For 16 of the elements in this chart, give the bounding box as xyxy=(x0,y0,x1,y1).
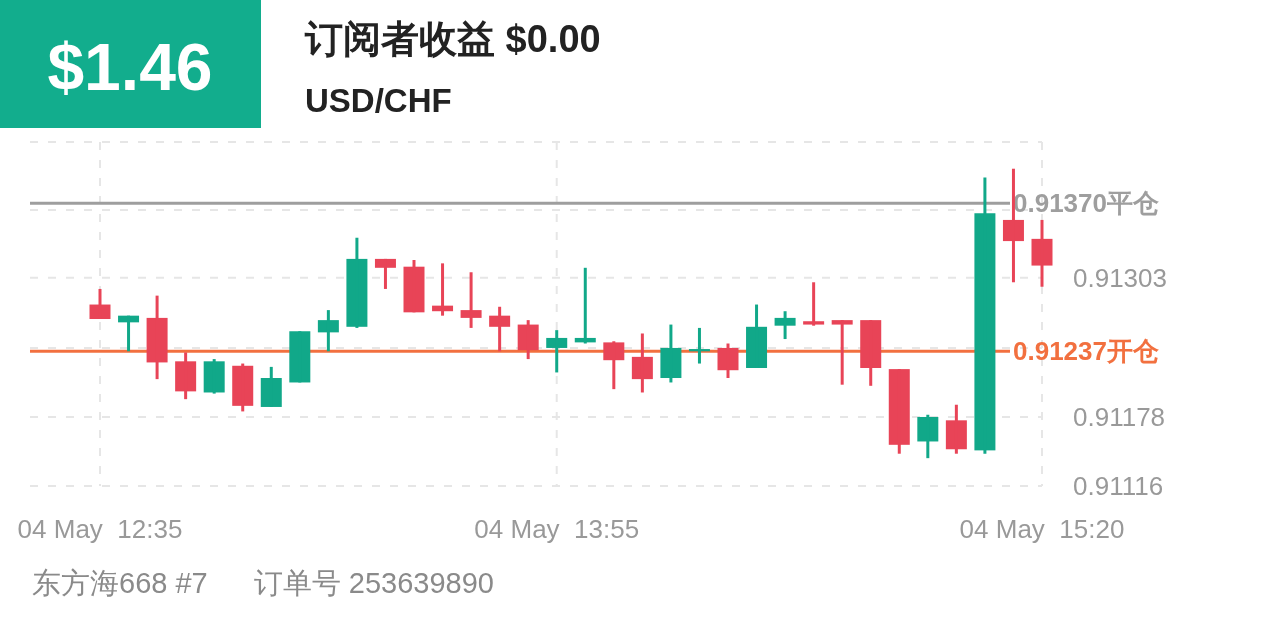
x-tick-label: 04 May 13:55 xyxy=(474,514,640,544)
candlestick xyxy=(803,282,825,326)
text: 东方海668 #7 xyxy=(32,567,208,599)
text: $1.46 xyxy=(47,30,213,104)
x-tick-label: 04 May 12:35 xyxy=(17,514,183,544)
y-tick-label: 0.91178 xyxy=(1073,402,1166,433)
chart-title: 订阅者收益 $0.00 xyxy=(304,18,601,60)
candlestick xyxy=(289,331,311,383)
y-tick-label: 0.91116 xyxy=(1073,471,1164,502)
y-tick-label: 0.91303 xyxy=(1073,262,1167,293)
ref-line-label: 0.91237开仓 xyxy=(1013,336,1159,367)
ref-line-label: 0.91370平仓 xyxy=(1013,188,1159,219)
text: 订单号 253639890 xyxy=(253,567,494,599)
x-tick-label: 04 May 15:20 xyxy=(959,514,1125,544)
candlestick xyxy=(831,320,853,385)
chart-subtitle: USD/CHF xyxy=(305,82,452,119)
